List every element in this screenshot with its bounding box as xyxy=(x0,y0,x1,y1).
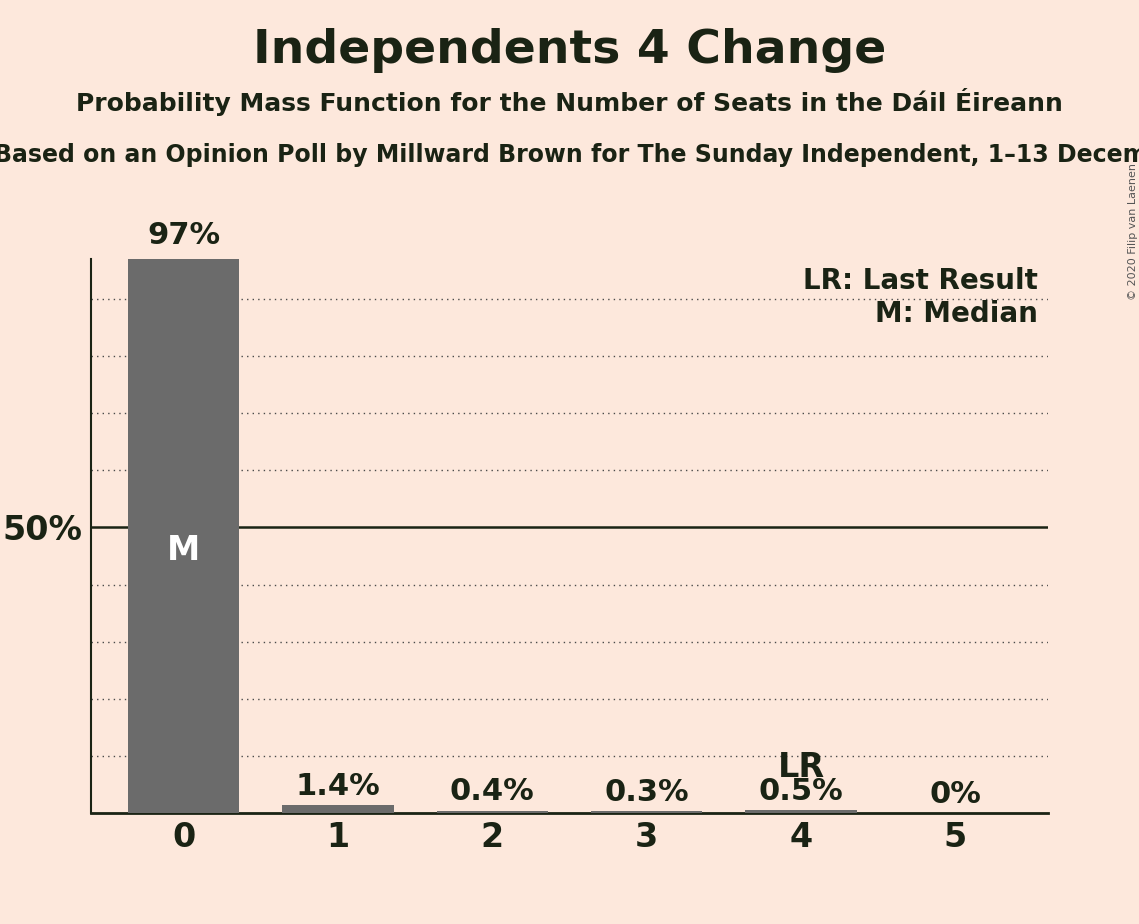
Text: Independents 4 Change: Independents 4 Change xyxy=(253,28,886,73)
Bar xyxy=(282,805,394,813)
Text: 0.5%: 0.5% xyxy=(759,777,843,806)
Text: M: Median: M: Median xyxy=(876,300,1039,328)
Text: 1.4%: 1.4% xyxy=(296,772,380,800)
Bar xyxy=(745,810,857,813)
Text: Based on an Opinion Poll by Millward Brown for The Sunday Independent, 1–13 Dece: Based on an Opinion Poll by Millward Bro… xyxy=(0,143,1139,167)
Text: Probability Mass Function for the Number of Seats in the Dáil Éireann: Probability Mass Function for the Number… xyxy=(76,88,1063,116)
Text: 0%: 0% xyxy=(929,780,981,808)
Text: LR: LR xyxy=(778,751,825,784)
Text: 0.3%: 0.3% xyxy=(605,778,689,807)
Text: LR: Last Result: LR: Last Result xyxy=(803,267,1039,295)
Bar xyxy=(436,811,548,813)
Text: © 2020 Filip van Laenen: © 2020 Filip van Laenen xyxy=(1129,163,1138,299)
Text: 0.4%: 0.4% xyxy=(450,777,534,807)
Bar xyxy=(591,811,703,813)
Text: M: M xyxy=(167,534,200,566)
Text: 97%: 97% xyxy=(147,221,220,250)
Bar xyxy=(129,259,239,813)
